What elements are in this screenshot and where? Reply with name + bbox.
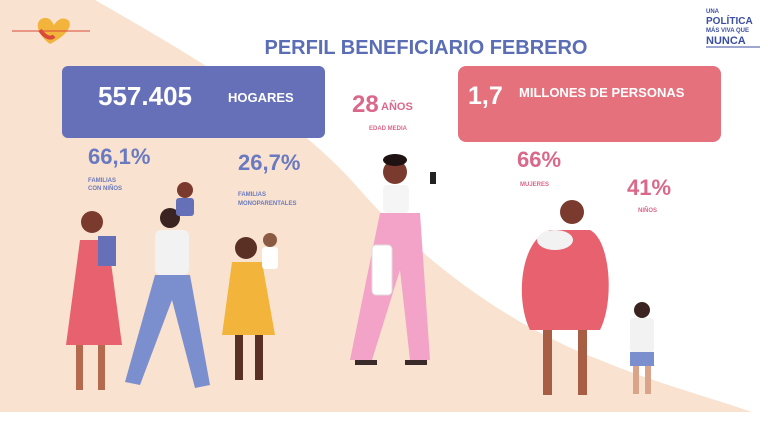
children-label: NIÑOS: [638, 207, 657, 214]
title: PERFIL BENEFICIARIO FEBRERO: [265, 37, 588, 59]
logo-line: NUNCA: [706, 35, 746, 47]
age-unit: AÑOS: [381, 100, 413, 113]
women-label: MUJERES: [520, 182, 549, 188]
families-children-label: CON NIÑOS: [88, 185, 122, 192]
logo-line: POLÍTICA: [706, 14, 753, 27]
single-parent-value: 26,7%: [238, 150, 300, 175]
families-children-label: FAMILIAS: [88, 178, 116, 184]
people-value: 1,7: [468, 82, 503, 110]
logo-line: MÁS VIVA QUE: [706, 27, 749, 34]
children-value: 41%: [627, 175, 671, 200]
heart-logo: [12, 17, 90, 44]
age-value: 28: [352, 91, 379, 118]
single-parent-label: FAMILIAS: [238, 192, 266, 198]
family-illustration: [66, 182, 278, 390]
households-label: HOGARES: [228, 90, 294, 105]
people-label: MILLONES DE PERSONAS: [519, 85, 685, 100]
people-box: [458, 66, 721, 142]
single-parent-label: MONOPARENTALES: [238, 201, 296, 207]
mother-child-illustration: [521, 200, 654, 395]
families-children-value: 66,1%: [88, 144, 150, 169]
households-value: 557.405: [98, 81, 192, 111]
bottom-band: [0, 412, 768, 423]
logo-line: UNA: [706, 9, 720, 15]
women-value: 66%: [517, 147, 561, 172]
brand-logo: UNA POLÍTICA MÁS VIVA QUE NUNCA: [706, 9, 760, 48]
households-box: [62, 66, 325, 138]
age-label: EDAD MEDIA: [369, 126, 408, 132]
woman-illustration: [350, 154, 436, 365]
